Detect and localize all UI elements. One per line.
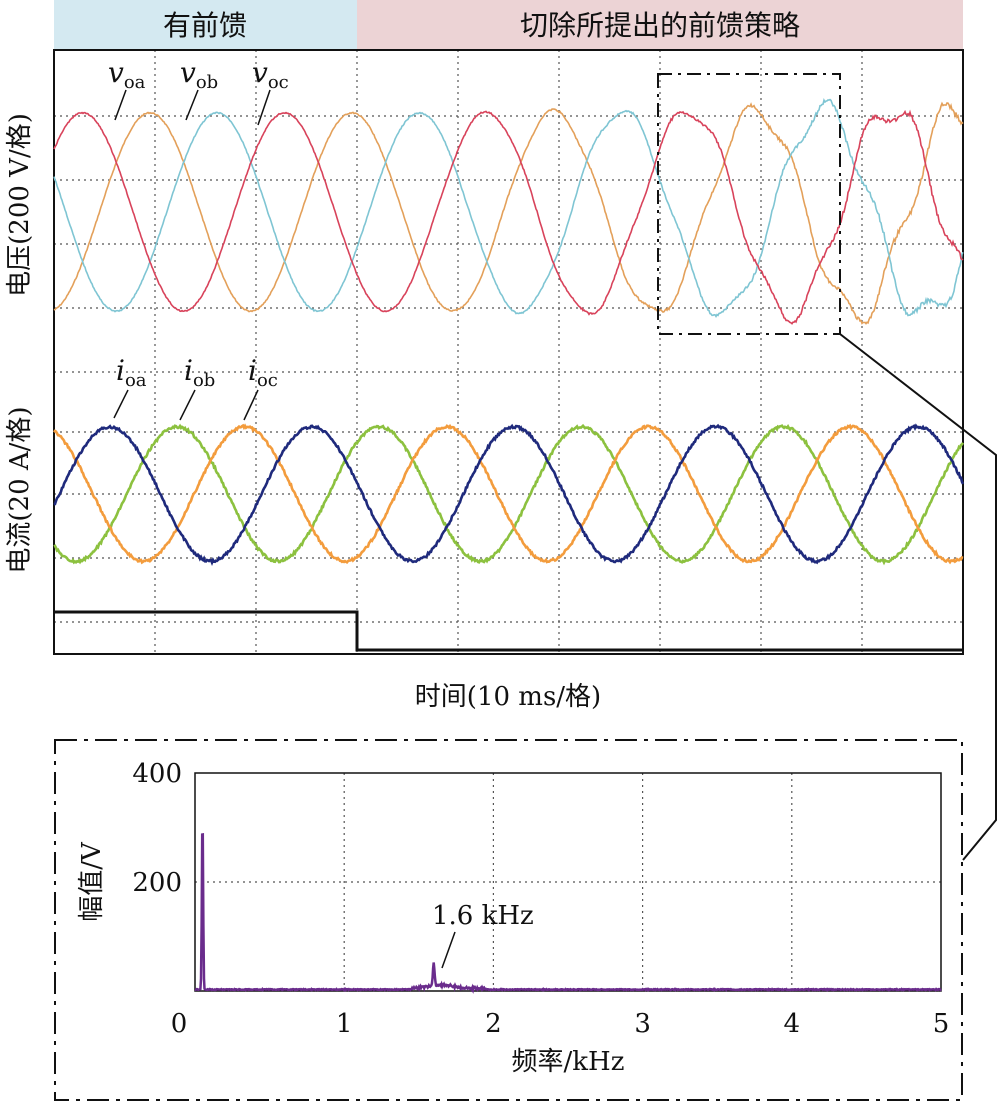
peak-annotation-label: 1.6 kHz [432, 901, 534, 931]
leader-i-oc [243, 389, 259, 421]
peak-annotation-leader [441, 931, 456, 969]
spectrum-trace [194, 833, 942, 995]
feedforward-band [54, 0, 357, 50]
spectrum-x-tick: 1 [336, 1009, 353, 1039]
leader-v-ob [185, 89, 199, 121]
series-label-v-ob: vob [180, 56, 218, 93]
spectrum-y-axis-label: 幅值/V [77, 841, 107, 922]
spectrum-x-tick: 4 [784, 1009, 801, 1039]
spectrum-x-axis-label: 频率/kHz [512, 1047, 625, 1077]
spectrum-plot-area [194, 772, 942, 992]
spectrum-x-tick: 2 [485, 1009, 502, 1039]
series-label-v-oa: voa [108, 56, 146, 93]
time-axis-label: 时间(10 ms/格) [415, 682, 601, 712]
zoom-leader-line [839, 333, 997, 861]
series-label-i-ob: iob [184, 354, 215, 391]
voltage-series-labels: voa vob voc [108, 56, 289, 126]
feedforward-removed-band [357, 0, 963, 50]
scope-frame [53, 49, 964, 655]
leader-i-ob [179, 389, 196, 421]
feedforward-removed-band-label: 切除所提出的前馈策略 [520, 9, 800, 42]
scope-grid [54, 50, 963, 654]
current-axis-label: 电流(20 A/格) [5, 406, 35, 573]
voltage-wave-ob [53, 98, 964, 318]
current-waveforms [53, 423, 965, 566]
current-wave-ob [53, 423, 964, 565]
current-wave-oa [53, 423, 965, 566]
spectrum-tick-labels: 0 1 2 3 4 5 200 400 [132, 759, 949, 1039]
voltage-waveforms [53, 98, 964, 325]
spectrum-x-tick: 5 [933, 1009, 950, 1039]
spectrum-x-tick: 0 [171, 1009, 188, 1039]
spectrum-y-tick: 400 [132, 759, 182, 789]
spectrum-y-tick: 200 [132, 868, 182, 898]
voltage-axis-label: 电压(200 V/格) [5, 113, 35, 297]
leader-v-oa [114, 89, 127, 121]
leader-v-oc [257, 89, 271, 126]
current-series-labels: ioa iob ioc [113, 354, 278, 421]
feedforward-band-label: 有前馈 [163, 9, 247, 42]
voltage-wave-oa [53, 101, 964, 325]
zoom-box [657, 73, 841, 335]
leader-i-oa [113, 389, 129, 419]
spectrum-x-tick: 3 [634, 1009, 651, 1039]
series-label-i-oc: ioc [248, 354, 278, 391]
control-signal-trace [54, 610, 963, 652]
voltage-wave-oc [53, 109, 964, 325]
series-label-v-oc: voc [252, 56, 289, 93]
spectrum-inset-frame [54, 739, 963, 1101]
current-wave-oc [53, 423, 965, 566]
series-label-i-oa: ioa [116, 354, 147, 391]
spectrum-grid [195, 773, 941, 991]
